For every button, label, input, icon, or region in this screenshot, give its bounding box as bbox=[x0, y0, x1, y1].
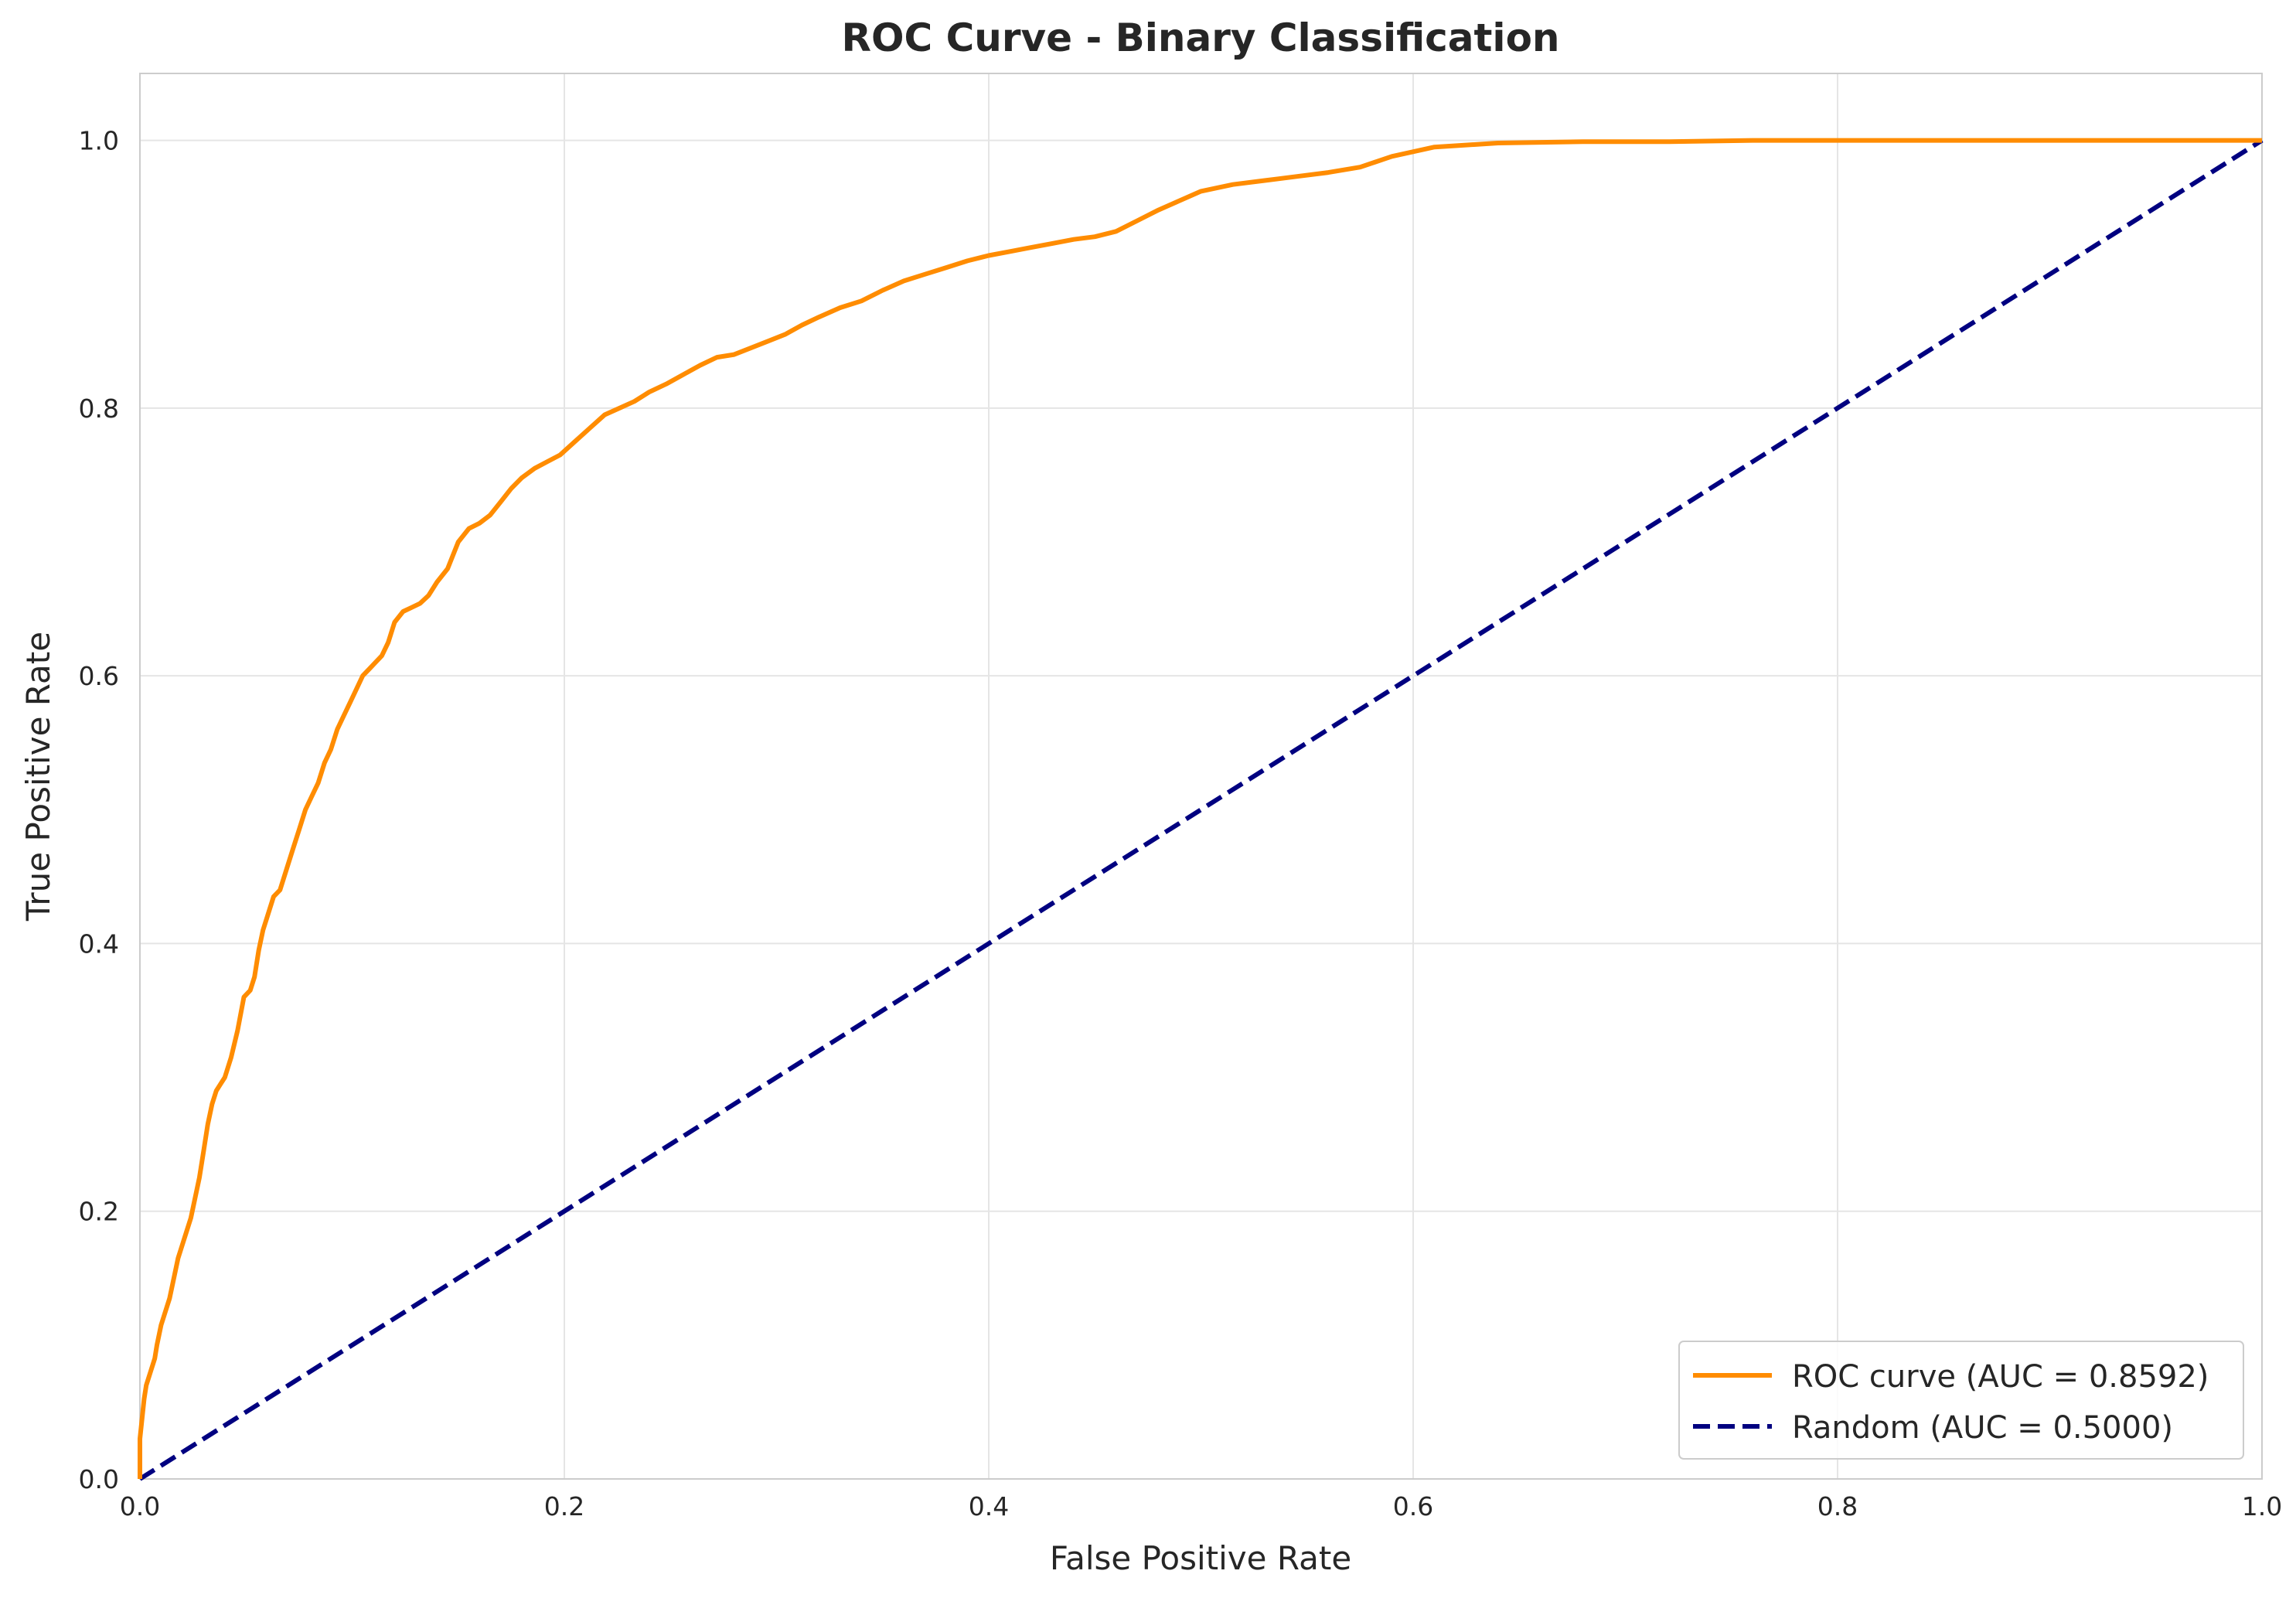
tick-labels: 0.0 0.2 0.4 0.6 0.8 1.0 0.0 0.2 0.4 0.6 0.8 1.0 bbox=[79, 126, 2283, 1521]
y-axis-label: True Positive Rate bbox=[19, 632, 57, 922]
y-tick-label: 1.0 bbox=[79, 126, 119, 156]
y-tick-label: 0.4 bbox=[79, 928, 119, 959]
legend-label-roc: ROC curve (AUC = 0.8592) bbox=[1792, 1359, 2209, 1395]
x-axis-label: False Positive Rate bbox=[1050, 1539, 1351, 1577]
x-tick-label: 0.4 bbox=[969, 1491, 1009, 1521]
grid bbox=[139, 73, 2263, 1480]
x-tick-label: 0.0 bbox=[120, 1491, 160, 1521]
y-tick-label: 0.8 bbox=[79, 394, 119, 424]
roc-curve-line bbox=[138, 138, 2262, 1479]
legend: ROC curve (AUC = 0.8592) Random (AUC = 0… bbox=[1678, 1341, 2244, 1460]
y-tick-label: 0.2 bbox=[79, 1197, 119, 1227]
y-tick-label: 0.0 bbox=[79, 1464, 119, 1494]
chart-title: ROC Curve - Binary Classification bbox=[841, 15, 1559, 60]
x-tick-label: 0.2 bbox=[544, 1491, 584, 1521]
series-layer bbox=[138, 138, 2264, 1481]
random-baseline-line bbox=[138, 138, 2264, 1481]
plot-area-frame bbox=[139, 73, 2263, 1480]
legend-label-random: Random (AUC = 0.5000) bbox=[1792, 1410, 2173, 1446]
x-tick-label: 0.6 bbox=[1393, 1491, 1433, 1521]
x-tick-label: 1.0 bbox=[2242, 1491, 2282, 1521]
x-tick-label: 0.8 bbox=[1817, 1491, 1858, 1521]
y-tick-label: 0.6 bbox=[79, 661, 119, 691]
legend-box bbox=[1678, 1341, 2244, 1460]
